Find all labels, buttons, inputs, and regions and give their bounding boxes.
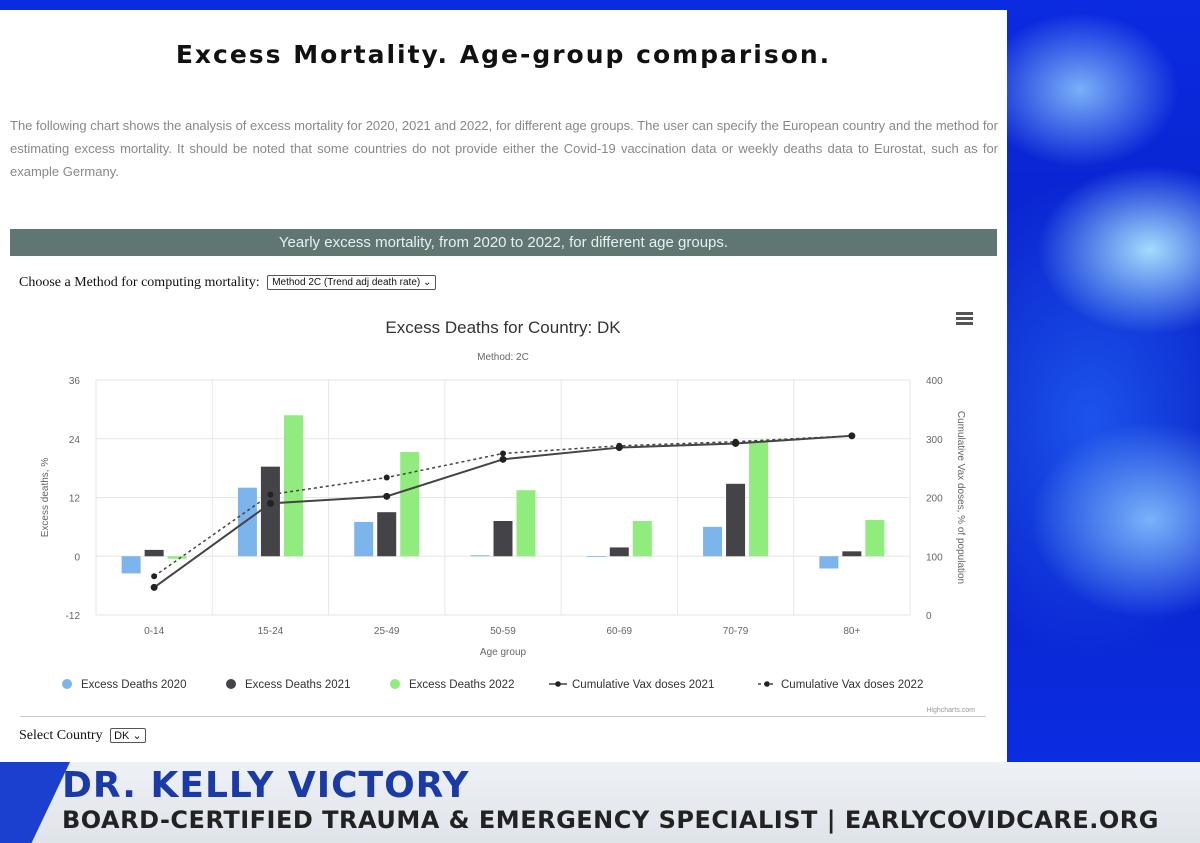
- legend-marker: [226, 679, 236, 689]
- bar-excess-deaths-2020: [237, 487, 257, 557]
- line-point: [732, 438, 739, 445]
- y2-tick-label: 300: [926, 435, 943, 446]
- x-tick-label: 70-79: [723, 626, 749, 637]
- bar-excess-deaths-2022: [632, 521, 652, 557]
- bar-excess-deaths-2021: [609, 547, 629, 557]
- method-select-value: Method 2C (Trend adj death rate): [272, 277, 421, 289]
- bar-excess-deaths-2021: [842, 551, 862, 557]
- bar-excess-deaths-2022: [516, 490, 536, 557]
- bar-excess-deaths-2020: [121, 556, 141, 574]
- legend-marker: [390, 679, 400, 689]
- intro-paragraph: The following chart shows the analysis o…: [10, 118, 998, 179]
- line-point: [616, 442, 623, 449]
- y-tick-label: 12: [69, 494, 81, 505]
- bar-excess-deaths-2022: [865, 520, 885, 557]
- excess-deaths-chart: Excess Deaths for Country: DK Method: 2C -…: [40, 318, 975, 714]
- x-tick-label: 60-69: [606, 626, 632, 637]
- y2-tick-label: 400: [926, 376, 943, 387]
- country-label: Select Country: [19, 728, 103, 743]
- chevron-down-icon: ⌄: [423, 277, 432, 289]
- chevron-down-icon: ⌄: [132, 730, 142, 743]
- y2-tick-label: 0: [926, 611, 932, 622]
- x-tick-label: 0-14: [144, 626, 164, 637]
- method-select[interactable]: Method 2C (Trend adj death rate) ⌄: [267, 275, 437, 291]
- bar-excess-deaths-2021: [377, 512, 397, 557]
- y-tick-label: 0: [74, 552, 80, 563]
- y2-tick-label: 100: [926, 552, 943, 563]
- country-select-value: DK: [114, 730, 130, 743]
- speaker-name: DR. KELLY VICTORY: [62, 765, 470, 806]
- country-row: Select Country DK ⌄: [19, 728, 146, 744]
- lower-third: [0, 762, 1200, 843]
- bar-excess-deaths-2020: [470, 555, 490, 557]
- line-point: [267, 491, 274, 498]
- legend-marker: [764, 681, 770, 687]
- line-point: [150, 583, 158, 591]
- bar-excess-deaths-2022: [283, 415, 303, 557]
- bar-excess-deaths-2022: [400, 451, 420, 557]
- line-point: [499, 455, 507, 463]
- legend-label: Excess Deaths 2022: [409, 679, 514, 691]
- speaker-subtitle: BOARD-CERTIFIED TRAUMA & EMERGENCY SPECI…: [62, 806, 1159, 834]
- legend-label: Cumulative Vax doses 2022: [781, 679, 923, 691]
- y-axis-title: Excess deaths, %: [40, 458, 51, 538]
- chart-subtitle: Method: 2C: [477, 352, 529, 363]
- chart-menu-icon[interactable]: [956, 312, 973, 326]
- x-tick-label: 50-59: [490, 626, 516, 637]
- x-tick-label: 15-24: [258, 626, 284, 637]
- legend-label: Excess Deaths 2020: [81, 679, 186, 691]
- y2-axis-title: Cumulative Vax doses, % of population: [955, 411, 966, 584]
- page-title: Excess Mortality. Age-group comparison.: [175, 40, 832, 69]
- chart-title: Excess Deaths for Country: DK: [385, 318, 621, 337]
- x-tick-label: 25-49: [374, 626, 400, 637]
- bar-excess-deaths-2020: [819, 556, 839, 569]
- method-row: Choose a Method for computing mortality:…: [19, 275, 437, 291]
- line-point: [383, 474, 390, 481]
- line-point: [151, 573, 158, 580]
- line-point: [848, 432, 855, 439]
- line-point: [500, 450, 506, 457]
- line-point: [266, 499, 274, 507]
- bar-excess-deaths-2020: [586, 556, 606, 558]
- bar-excess-deaths-2022: [167, 556, 187, 559]
- bar-excess-deaths-2021: [260, 466, 280, 557]
- line-point: [383, 492, 391, 500]
- legend-marker: [62, 679, 72, 689]
- legend-marker: [555, 681, 561, 687]
- bar-excess-deaths-2021: [144, 549, 164, 557]
- y2-tick-label: 200: [926, 494, 943, 505]
- x-tick-label: 80+: [843, 626, 860, 637]
- divider: [20, 716, 986, 717]
- web-page-card: Excess Mortality. Age-group comparison. …: [0, 10, 1007, 762]
- bar-excess-deaths-2020: [354, 521, 374, 557]
- bar-excess-deaths-2021: [493, 521, 513, 557]
- bar-excess-deaths-2021: [726, 483, 746, 557]
- method-label: Choose a Method for computing mortality:: [19, 275, 260, 290]
- y-tick-label: -12: [66, 611, 81, 622]
- x-axis-title: Age group: [480, 647, 527, 658]
- legend-label: Cumulative Vax doses 2021: [572, 679, 714, 691]
- y-tick-label: 36: [69, 376, 81, 387]
- country-select[interactable]: DK ⌄: [110, 728, 146, 744]
- y-tick-label: 24: [69, 435, 81, 446]
- chart-credits: Highcharts.com: [926, 707, 975, 714]
- legend-label: Excess Deaths 2021: [245, 679, 350, 691]
- bar-excess-deaths-2020: [703, 526, 723, 557]
- section-banner: Yearly excess mortality, from 2020 to 20…: [10, 229, 997, 256]
- bar-excess-deaths-2022: [749, 441, 769, 557]
